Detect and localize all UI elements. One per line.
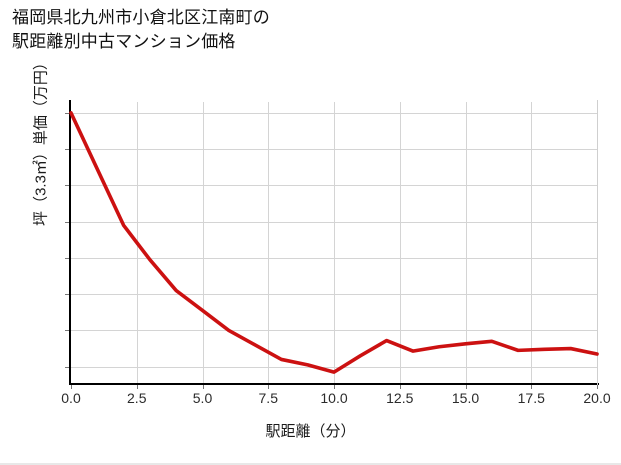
x-axis-spine [69,383,599,385]
x-tick-mark [399,385,401,389]
y-tick-mark [65,149,69,151]
x-tick-label: 20.0 [583,390,611,406]
x-tick-mark [334,385,335,389]
plot-spine-top [71,100,598,101]
gridline-vertical [334,102,335,383]
y-tick-mark [65,366,69,368]
x-tick-mark [465,385,467,389]
y-tick-mark [65,257,69,259]
x-tick-label: 2.5 [127,390,147,406]
gridline-vertical [400,102,401,383]
y-axis-spine [69,100,71,385]
x-tick-label: 5.0 [192,390,213,406]
x-tick-label: 15.0 [451,390,480,406]
x-tick-mark [597,385,598,389]
data-series-line [69,111,599,374]
y-axis-label: 坪（3.3㎡）単価（万円） [32,55,50,226]
plot-area [71,102,597,383]
x-axis-label: 駅距離（分） [265,423,356,440]
gridline-vertical [466,102,467,383]
y-tick-mark [65,294,69,296]
x-tick-label: 17.5 [517,390,545,406]
y-tick-mark [65,112,69,114]
x-tick-mark [531,385,533,389]
chart-title-line-1: 福岡県北九州市小倉北区江南町の [12,8,270,27]
gridline-vertical [203,102,204,383]
x-tick-label: 0.0 [61,390,81,406]
gridline-vertical [268,102,269,383]
gridline-vertical [531,102,532,383]
chart-title-line-2: 駅距離別中古マンション価格 [12,32,236,52]
y-tick-mark [65,330,69,332]
x-tick-label: 12.5 [386,390,414,406]
x-tick-mark [71,385,72,389]
x-tick-mark [268,385,270,389]
chart-title: 福岡県北九州市小倉北区江南町の 駅距離別中古マンション価格 [12,6,572,54]
x-tick-label: 7.5 [258,390,278,406]
x-tick-mark [136,385,138,389]
x-tick-label: 10.0 [320,390,348,406]
x-tick-mark [202,385,204,389]
y-tick-mark [65,221,69,223]
plot-spine-right [597,100,598,385]
y-tick-mark [65,185,69,187]
